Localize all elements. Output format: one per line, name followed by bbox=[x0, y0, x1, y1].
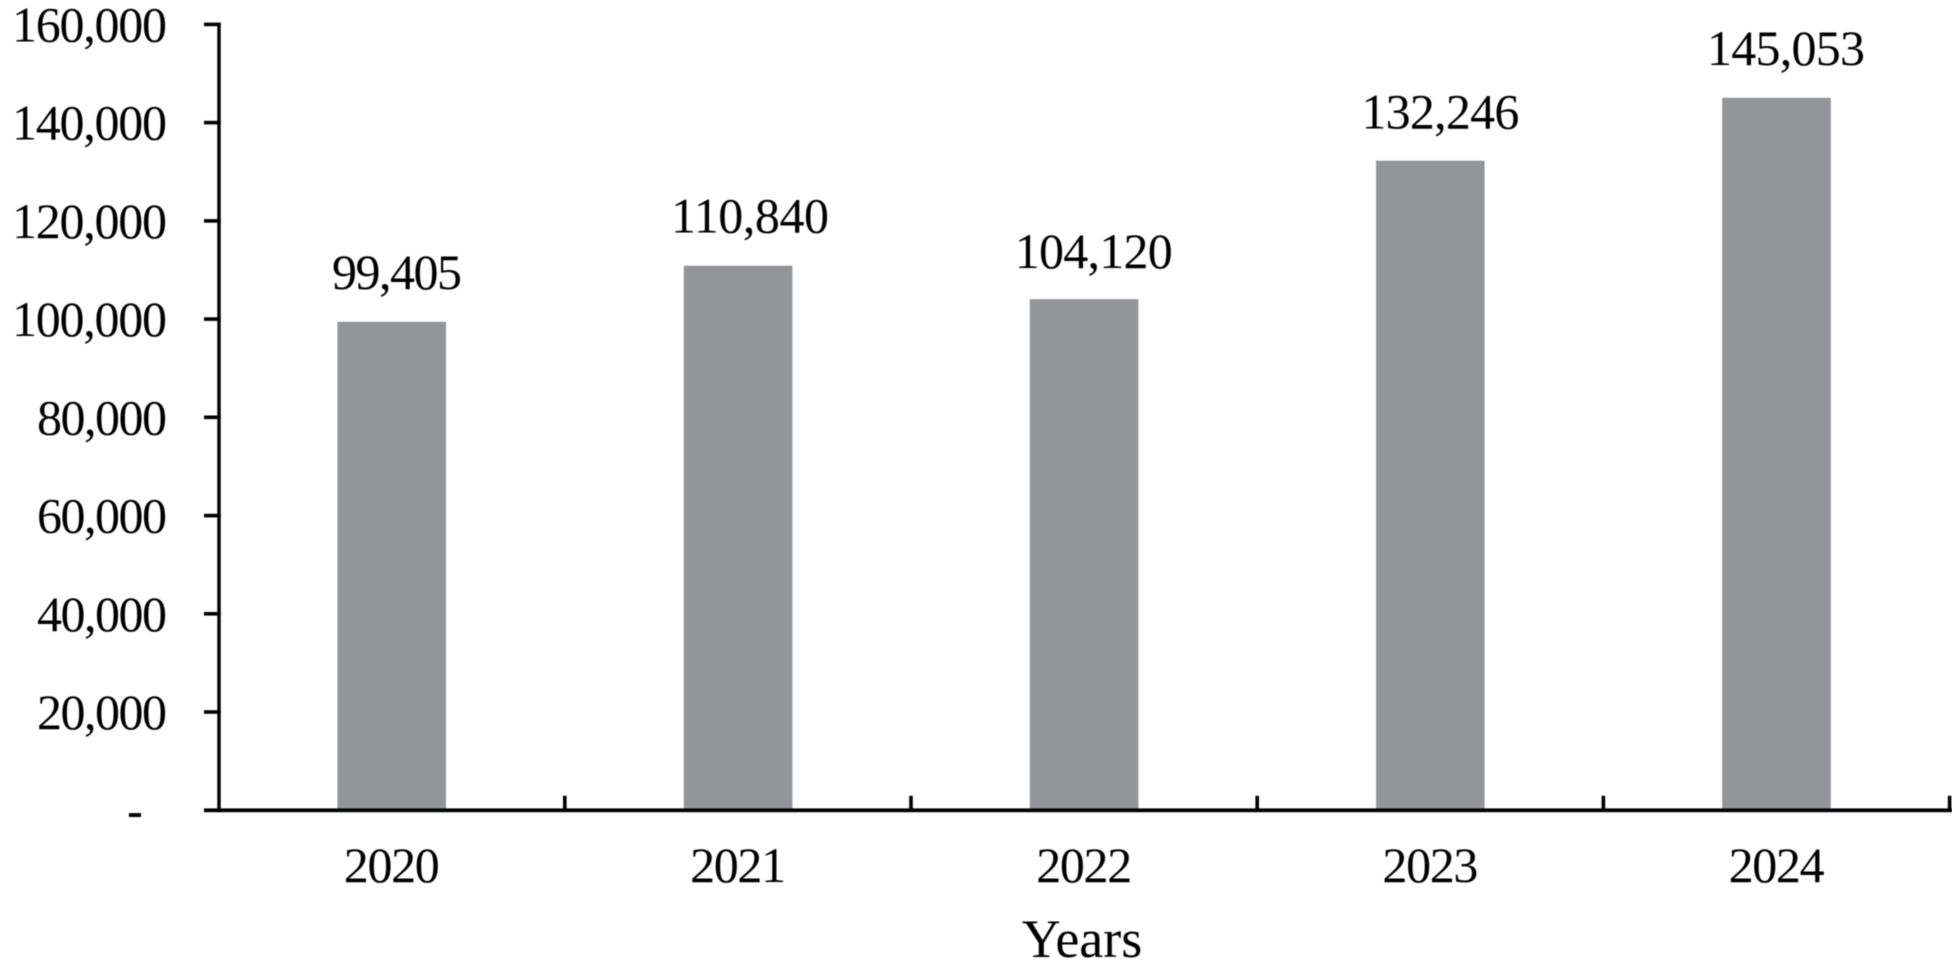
svg-text:60,000: 60,000 bbox=[37, 488, 167, 544]
svg-text:2020: 2020 bbox=[344, 837, 440, 893]
svg-text:100,000: 100,000 bbox=[12, 291, 167, 347]
svg-text:Years: Years bbox=[1022, 909, 1143, 969]
svg-text:110,840: 110,840 bbox=[671, 188, 829, 244]
svg-text:145,053: 145,053 bbox=[1707, 20, 1865, 76]
svg-text:140,000: 140,000 bbox=[12, 95, 167, 151]
svg-text:2022: 2022 bbox=[1036, 837, 1132, 893]
svg-text:80,000: 80,000 bbox=[37, 389, 167, 445]
svg-text:104,120: 104,120 bbox=[1015, 223, 1173, 279]
svg-text:120,000: 120,000 bbox=[12, 193, 167, 249]
svg-text:40,000: 40,000 bbox=[37, 586, 167, 642]
svg-text:20,000: 20,000 bbox=[37, 684, 167, 740]
svg-text:2024: 2024 bbox=[1729, 837, 1825, 893]
svg-text:2023: 2023 bbox=[1382, 837, 1478, 893]
svg-text:2021: 2021 bbox=[690, 837, 786, 893]
svg-text:99,405: 99,405 bbox=[332, 244, 462, 300]
svg-text:160,000: 160,000 bbox=[12, 0, 167, 52]
svg-text:132,246: 132,246 bbox=[1361, 84, 1519, 140]
